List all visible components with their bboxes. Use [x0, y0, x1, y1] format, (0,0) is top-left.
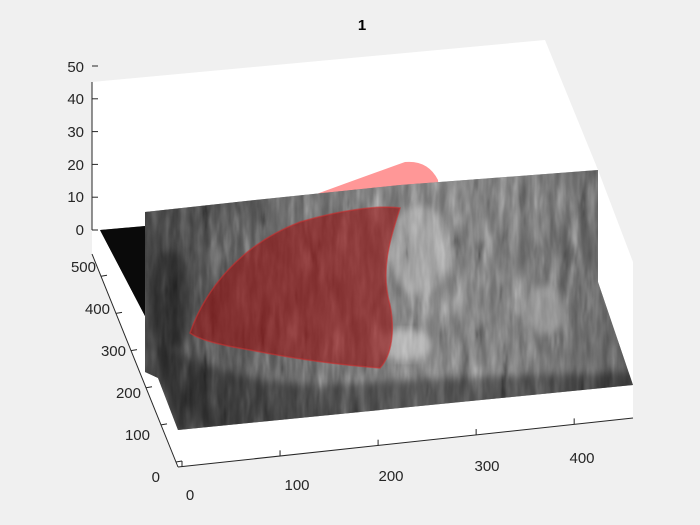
- y-tick-label: 300: [101, 343, 126, 360]
- tick-marks: [92, 65, 575, 467]
- z-tick-label: 0: [76, 222, 84, 239]
- surface-overlay: [190, 207, 400, 368]
- z-tick-labels: 50 40 30 20 10 0: [67, 59, 84, 239]
- y-tick-label: 0: [152, 469, 160, 486]
- z-tick-label: 40: [67, 91, 84, 108]
- y-tick-mark: [160, 423, 168, 426]
- y-tick-labels: 500 400 300 200 100 0: [71, 259, 160, 486]
- x-tick-label: 400: [569, 450, 594, 467]
- y-tick-label: 200: [116, 385, 141, 402]
- z-tick-label: 50: [67, 59, 84, 76]
- x-tick-labels: 0 100 200 300 400: [186, 450, 595, 504]
- x-tick-label: 300: [474, 458, 499, 475]
- y-tick-label: 100: [125, 427, 150, 444]
- x-tick-label: 0: [186, 487, 194, 504]
- y-tick-mark: [175, 460, 183, 463]
- axis-lines: [91, 82, 634, 468]
- z-tick-label: 30: [67, 124, 84, 141]
- y-tick-mark: [145, 386, 153, 389]
- y-tick-mark: [130, 349, 138, 352]
- x-axis-line: [177, 417, 634, 468]
- x-tick-label: 200: [378, 468, 403, 485]
- y-tick-label: 500: [71, 259, 96, 276]
- y-tick-mark: [100, 274, 108, 277]
- y-axis-line: [91, 253, 179, 468]
- z-tick-label: 10: [67, 189, 84, 206]
- y-tick-mark: [115, 311, 123, 314]
- z-tick-label: 20: [67, 157, 84, 174]
- x-tick-label: 100: [284, 477, 309, 494]
- y-tick-label: 400: [85, 301, 110, 318]
- chart-title: 1: [358, 17, 366, 34]
